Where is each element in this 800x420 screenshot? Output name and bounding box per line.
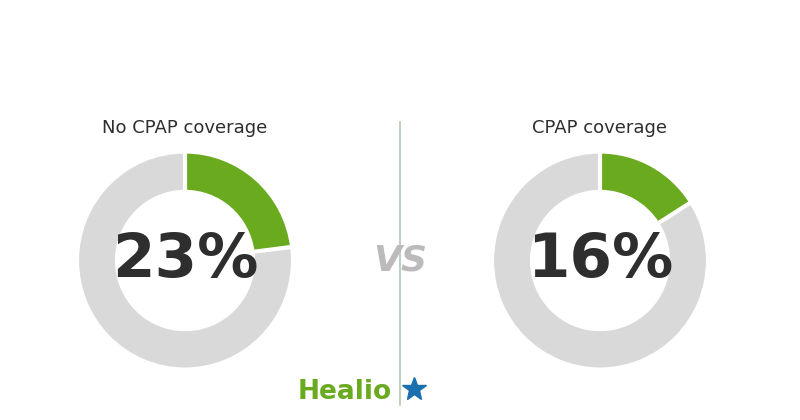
Text: VS: VS bbox=[373, 244, 427, 278]
Text: No CPAP coverage: No CPAP coverage bbox=[102, 119, 268, 137]
Text: Percentage of patients who reported that: Percentage of patients who reported that bbox=[162, 28, 638, 47]
Wedge shape bbox=[185, 152, 292, 252]
Text: CPAP coverage: CPAP coverage bbox=[533, 119, 667, 137]
Text: their choice of therapy was influenced by cost:: their choice of therapy was influenced b… bbox=[132, 68, 668, 87]
Text: Healio: Healio bbox=[298, 379, 392, 405]
Wedge shape bbox=[600, 152, 691, 224]
Text: 16%: 16% bbox=[527, 231, 673, 290]
Circle shape bbox=[118, 193, 252, 328]
Circle shape bbox=[533, 193, 667, 328]
Wedge shape bbox=[492, 152, 708, 370]
Wedge shape bbox=[77, 152, 293, 370]
Text: 23%: 23% bbox=[112, 231, 258, 290]
